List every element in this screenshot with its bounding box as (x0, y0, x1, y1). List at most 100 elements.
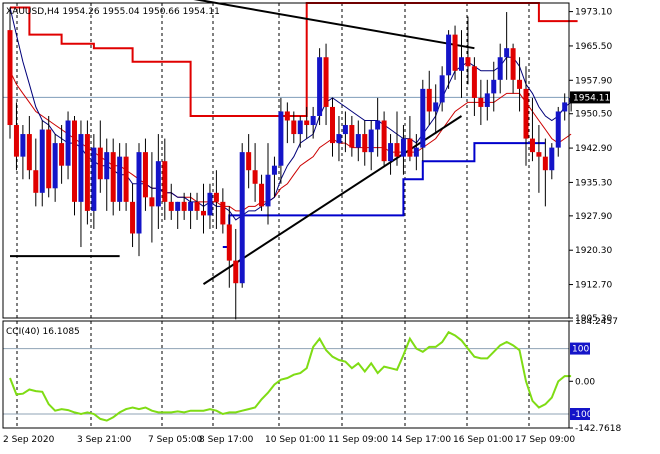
x-tick-label: 17 Sep 09:00 (515, 435, 575, 445)
candlesticks (7, 7, 574, 320)
candle-body (259, 183, 265, 207)
candle-body (265, 174, 271, 207)
candle-body (13, 125, 19, 157)
candle-body (400, 138, 406, 157)
candle-body (78, 134, 84, 202)
moving-averages (9, 7, 572, 221)
candle-body (342, 125, 348, 135)
y-tick-label: 1935.30 (575, 178, 612, 188)
x-tick-label: 8 Sep 17:00 (199, 435, 254, 445)
axes: 2 Sep 2020 3 Sep 21:00 7 Sep 05:008 Sep 17… (3, 8, 621, 445)
y-tick-label: 1950.50 (575, 110, 612, 120)
y-tick-label: 1927.90 (575, 212, 612, 222)
candle-body (188, 201, 194, 211)
candle-body (536, 152, 542, 157)
trendline[interactable] (202, 115, 463, 285)
candle-body (194, 201, 200, 211)
cci-tick-label: 0.00 (575, 377, 595, 387)
y-tick-label: 1905.30 (575, 314, 612, 324)
candle-body (484, 93, 490, 107)
candle-body (523, 88, 529, 139)
candle-body (439, 75, 445, 103)
candle-body (97, 147, 103, 180)
candle-body (555, 111, 561, 148)
candle-body (362, 134, 368, 153)
candle-body (149, 197, 155, 207)
trendlines[interactable] (10, 0, 475, 285)
cci-pane[interactable] (3, 330, 572, 422)
candle-body (284, 111, 290, 121)
candle-body (420, 88, 426, 148)
trendline[interactable] (139, 0, 475, 50)
candle-body (7, 30, 13, 126)
y-tick-label: 1957.90 (575, 76, 612, 86)
x-tick-label: 2 Sep 2020 (3, 435, 55, 445)
candle-body (310, 115, 316, 126)
candle-body (323, 57, 329, 107)
candle-body (517, 79, 523, 89)
chart-frame (2, 2, 570, 429)
candle-body (246, 152, 252, 171)
candle-body (562, 102, 568, 112)
candle-body (226, 224, 232, 261)
candle-body (110, 152, 116, 202)
candle-body (433, 102, 439, 112)
candle-body (175, 201, 181, 211)
candle-body (368, 129, 374, 153)
cci-line (9, 330, 572, 422)
candle-body (239, 152, 245, 284)
x-tick-label: 10 Sep 01:00 (265, 435, 325, 445)
cci-tick-label: -142.7618 (575, 424, 621, 434)
y-tick-label: 1965.50 (575, 42, 612, 52)
price-pane[interactable] (3, 0, 578, 320)
candle-body (407, 138, 413, 157)
cci-tick-label: 100 (572, 345, 589, 355)
candle-body (465, 57, 471, 67)
candle-body (394, 143, 400, 157)
cci-level-badge (570, 408, 590, 421)
candle-body (549, 147, 555, 171)
candle-body (104, 152, 110, 180)
cci-pane-frame (2, 320, 570, 429)
candle-body (72, 120, 77, 202)
candle-body (117, 156, 123, 202)
candle-body (446, 34, 452, 76)
x-tick-label: 7 Sep 05:00 (148, 435, 203, 445)
candle-body (130, 201, 136, 234)
candle-body (155, 161, 161, 207)
candle-body (52, 143, 58, 189)
current-price-label: 1954.11 (573, 93, 610, 103)
candle-body (46, 129, 52, 189)
candle-body (510, 48, 516, 80)
candle-body (91, 147, 97, 211)
candle-body (297, 120, 303, 135)
candle-body (478, 97, 484, 107)
x-tick-label: 16 Sep 01:00 (453, 435, 513, 445)
y-tick-label: 1942.90 (575, 144, 612, 154)
cci-levels (3, 348, 569, 415)
cci-level-badge (570, 342, 590, 355)
candle-body (213, 192, 219, 202)
candle-body (529, 138, 535, 153)
candle-body (388, 143, 394, 162)
cci-tick-label: -100 (572, 410, 593, 420)
y-tick-label: 1920.30 (575, 246, 612, 256)
candle-body (349, 125, 355, 148)
candle-body (491, 79, 497, 94)
candle-body (220, 201, 226, 225)
candle-body (168, 201, 174, 211)
fast-moving-average (9, 7, 572, 221)
candle-body (459, 57, 464, 71)
vertical-grid (16, 3, 530, 428)
x-tick-label: 3 Sep 21:00 (77, 435, 132, 445)
candle-body (65, 120, 71, 166)
candle-body (26, 134, 32, 171)
current-price-badge (570, 91, 610, 104)
candle-body (271, 165, 277, 175)
candle-body (336, 134, 342, 144)
candle-body (304, 120, 310, 126)
price-pane-frame (2, 2, 570, 319)
